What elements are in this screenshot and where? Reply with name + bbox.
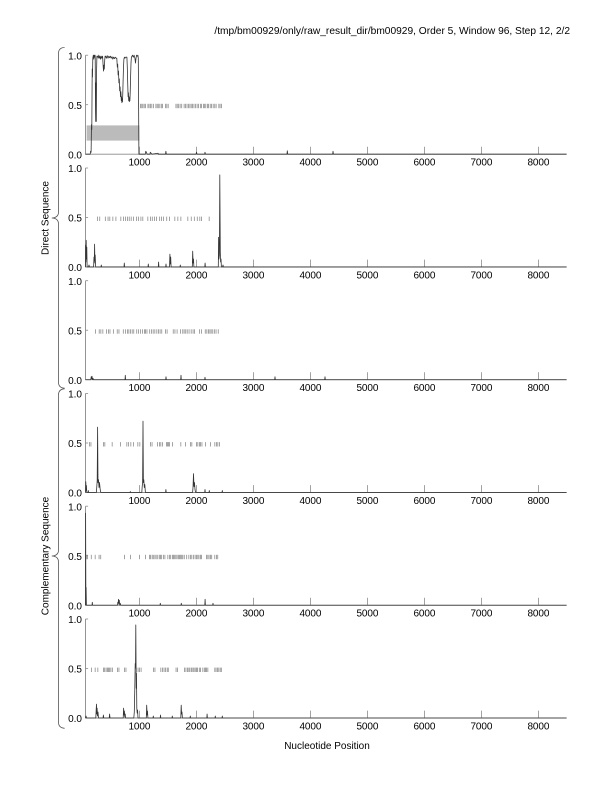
svg-text:2000: 2000 xyxy=(185,496,207,507)
svg-text:0.5: 0.5 xyxy=(68,552,82,563)
svg-text:5000: 5000 xyxy=(356,271,378,282)
svg-text:8000: 8000 xyxy=(527,722,549,733)
svg-text:1000: 1000 xyxy=(128,383,150,394)
svg-text:0.5: 0.5 xyxy=(68,326,82,337)
svg-text:4000: 4000 xyxy=(299,383,321,394)
svg-text:7000: 7000 xyxy=(470,383,492,394)
svg-text:7000: 7000 xyxy=(470,158,492,169)
svg-text:7000: 7000 xyxy=(470,271,492,282)
svg-text:1000: 1000 xyxy=(128,271,150,282)
svg-text:0.5: 0.5 xyxy=(68,665,82,676)
svg-text:1.0: 1.0 xyxy=(68,164,82,175)
svg-text:0.0: 0.0 xyxy=(68,489,82,500)
svg-text:1.0: 1.0 xyxy=(68,277,82,288)
svg-text:3000: 3000 xyxy=(242,158,264,169)
svg-text:2000: 2000 xyxy=(185,722,207,733)
svg-text:2000: 2000 xyxy=(185,158,207,169)
svg-text:0.5: 0.5 xyxy=(68,214,82,225)
svg-text:5000: 5000 xyxy=(356,609,378,620)
svg-text:0.5: 0.5 xyxy=(68,101,82,112)
svg-text:1000: 1000 xyxy=(128,496,150,507)
svg-text:8000: 8000 xyxy=(527,496,549,507)
svg-text:4000: 4000 xyxy=(299,609,321,620)
svg-text:5000: 5000 xyxy=(356,722,378,733)
svg-text:1.0: 1.0 xyxy=(68,51,82,62)
svg-text:Nucleotide Position: Nucleotide Position xyxy=(284,741,370,752)
svg-text:5000: 5000 xyxy=(356,496,378,507)
svg-text:1000: 1000 xyxy=(128,158,150,169)
svg-text:5000: 5000 xyxy=(356,158,378,169)
svg-text:6000: 6000 xyxy=(413,496,435,507)
svg-text:0.0: 0.0 xyxy=(68,150,82,161)
svg-text:1.0: 1.0 xyxy=(68,615,82,626)
svg-text:2000: 2000 xyxy=(185,609,207,620)
svg-text:0.0: 0.0 xyxy=(68,714,82,725)
svg-text:1000: 1000 xyxy=(128,609,150,620)
svg-text:6000: 6000 xyxy=(413,722,435,733)
svg-text:8000: 8000 xyxy=(527,609,549,620)
svg-text:7000: 7000 xyxy=(470,609,492,620)
svg-text:4000: 4000 xyxy=(299,722,321,733)
svg-text:1.0: 1.0 xyxy=(68,390,82,401)
svg-text:3000: 3000 xyxy=(242,383,264,394)
svg-text:8000: 8000 xyxy=(527,158,549,169)
svg-text:4000: 4000 xyxy=(299,271,321,282)
svg-text:6000: 6000 xyxy=(413,271,435,282)
svg-text:4000: 4000 xyxy=(299,496,321,507)
svg-text:2000: 2000 xyxy=(185,383,207,394)
svg-text:5000: 5000 xyxy=(356,383,378,394)
svg-text:3000: 3000 xyxy=(242,722,264,733)
svg-text:1000: 1000 xyxy=(128,722,150,733)
svg-text:6000: 6000 xyxy=(413,383,435,394)
svg-text:3000: 3000 xyxy=(242,609,264,620)
svg-text:8000: 8000 xyxy=(527,383,549,394)
svg-text:Direct Sequence: Direct Sequence xyxy=(41,181,52,255)
svg-text:0.5: 0.5 xyxy=(68,439,82,450)
svg-text:0.0: 0.0 xyxy=(68,376,82,387)
svg-text:7000: 7000 xyxy=(470,722,492,733)
svg-text:1.0: 1.0 xyxy=(68,502,82,513)
svg-text:0.0: 0.0 xyxy=(68,601,82,612)
svg-text:6000: 6000 xyxy=(413,609,435,620)
svg-text:6000: 6000 xyxy=(413,158,435,169)
svg-text:Complementary Sequence: Complementary Sequence xyxy=(41,496,52,615)
svg-text:2000: 2000 xyxy=(185,271,207,282)
svg-text:8000: 8000 xyxy=(527,271,549,282)
svg-text:4000: 4000 xyxy=(299,158,321,169)
svg-text:7000: 7000 xyxy=(470,496,492,507)
svg-text:0.0: 0.0 xyxy=(68,263,82,274)
svg-text:3000: 3000 xyxy=(242,271,264,282)
svg-text:/tmp/bm00929/only/raw_result_d: /tmp/bm00929/only/raw_result_dir/bm00929… xyxy=(214,26,570,37)
svg-text:3000: 3000 xyxy=(242,496,264,507)
